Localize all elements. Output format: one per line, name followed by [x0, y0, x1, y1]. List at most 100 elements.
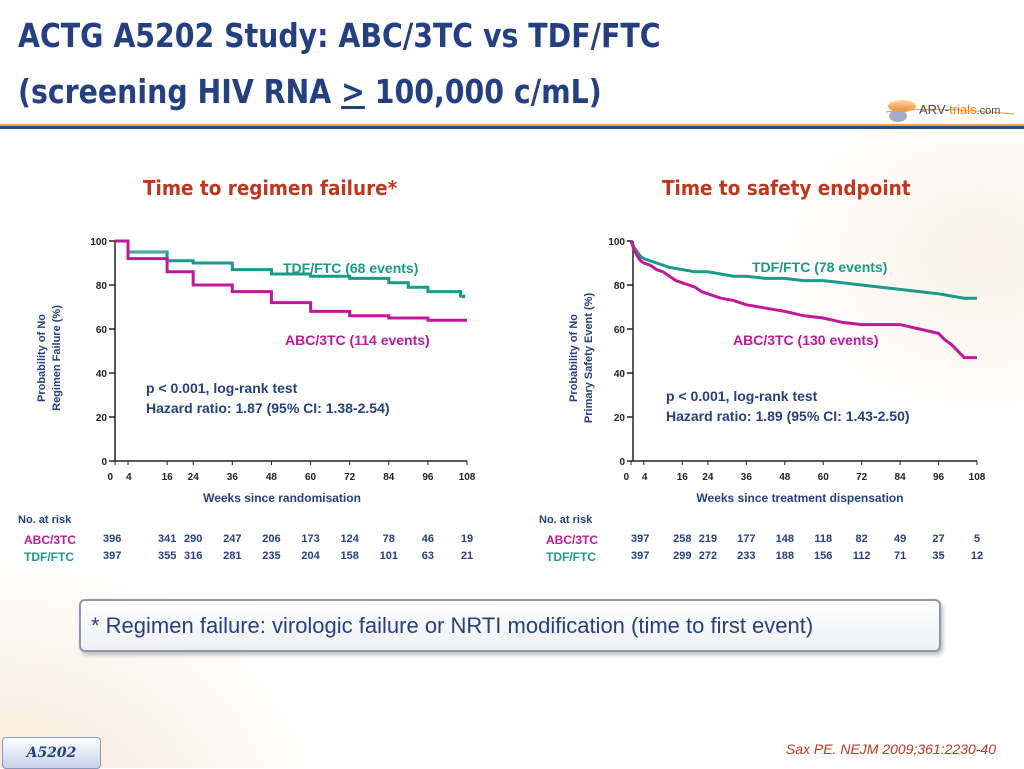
series-label-tdf-ftc: TDF/FTC (78 events) [752, 259, 887, 275]
risk-value: 355 [158, 550, 176, 562]
x-tick-label: 108 [969, 472, 986, 483]
risk-value: 299 [673, 550, 691, 562]
risk-value: 46 [422, 533, 434, 545]
risk-value: 49 [894, 533, 906, 545]
risk-value: 158 [340, 550, 358, 562]
footnote-box: * Regimen failure: virologic failure or … [79, 599, 941, 652]
x-tick-label: 60 [818, 472, 830, 483]
x-tick-label: 36 [227, 472, 239, 483]
risk-value: 71 [894, 550, 906, 562]
pvalue-annotation: p < 0.001, log-rank test [666, 388, 818, 404]
risk-value: 188 [776, 550, 794, 562]
risk-value: 112 [853, 550, 871, 562]
y-axis-title-line-1: Probability of No [568, 314, 580, 402]
series-label-abc-3tc: ABC/3TC (114 events) [285, 332, 430, 348]
y-axis-title-line-2: Regimen Failure (%) [51, 305, 63, 411]
title-line-2-prefix: (screening HIV RNA [18, 72, 342, 111]
header-rule-blue [0, 126, 1024, 129]
title-line-2-suffix: 100,000 c/mL) [364, 72, 602, 111]
y-tick-label: 60 [614, 325, 626, 336]
risk-value: 281 [223, 550, 241, 562]
study-tag: A5202 [2, 737, 101, 769]
title-line-1: ACTG A5202 Study: ABC/3TC vs TDF/FTC [18, 16, 661, 55]
risk-value: 173 [301, 533, 319, 545]
series-label-tdf-ftc: TDF/FTC (68 events) [283, 260, 418, 276]
y-tick-label: 100 [608, 237, 625, 248]
risk-table-header: No. at risk [18, 514, 72, 526]
risk-value: 35 [932, 550, 944, 562]
x-tick-label: 4 [642, 472, 648, 483]
y-axis-title-line-2: Primary Safety Event (%) [583, 293, 595, 424]
risk-table-header: No. at risk [539, 514, 593, 526]
citation: Sax PE. NEJM 2009;361:2230-40 [785, 741, 996, 757]
x-tick-label: 84 [895, 472, 907, 483]
risk-value: 397 [631, 550, 649, 562]
x-tick-label: 24 [702, 472, 714, 483]
y-tick-label: 60 [96, 325, 108, 336]
risk-value: 272 [699, 550, 717, 562]
risk-value: 148 [776, 533, 794, 545]
regimen-failure-chart: 0 20 40 60 80 100 0 4 16 24 36 48 60 72 84 96 108 Probabi… [18, 237, 476, 564]
y-tick-label: 0 [619, 457, 625, 468]
x-tick-label: 4 [126, 472, 132, 483]
risk-value: 247 [223, 533, 241, 545]
x-tick-label: 0 [107, 472, 113, 483]
x-tick-label: 16 [162, 472, 174, 483]
logo-text-trials: trials [949, 102, 977, 117]
x-tick-label: 84 [383, 472, 395, 483]
x-tick-label: 72 [344, 472, 356, 483]
header-rule-orange [0, 124, 1024, 126]
risk-row-name-tdf-ftc: TDF/FTC [546, 550, 596, 564]
slide-title: ACTG A5202 Study: ABC/3TC vs TDF/FTC (sc… [18, 8, 661, 120]
logo-pill-icon [888, 100, 916, 112]
y-tick-label: 0 [101, 457, 107, 468]
x-tick-label: 108 [459, 472, 476, 483]
pvalue-annotation: p < 0.001, log-rank test [146, 380, 298, 396]
risk-value: 235 [262, 550, 280, 562]
risk-value: 219 [699, 533, 717, 545]
risk-row-name-abc-3tc: ABC/3TC [546, 533, 598, 547]
right-panel-title: Time to safety endpoint [662, 176, 911, 200]
risk-value: 204 [301, 550, 320, 562]
x-tick-label: 96 [422, 472, 434, 483]
risk-value: 21 [461, 550, 473, 562]
risk-value: 82 [856, 533, 868, 545]
risk-value: 177 [737, 533, 755, 545]
hazard-ratio-annotation: Hazard ratio: 1.89 (95% CI: 1.43-2.50) [666, 408, 910, 424]
risk-value: 206 [262, 533, 280, 545]
risk-value: 19 [461, 533, 473, 545]
y-tick-label: 40 [614, 369, 626, 380]
risk-value: 316 [184, 550, 202, 562]
logo-text-arv: ARV- [919, 102, 950, 117]
x-axis-title: Weeks since treatment dispensation [696, 491, 903, 505]
risk-value: 5 [974, 533, 980, 545]
risk-value: 63 [422, 550, 434, 562]
y-tick-label: 40 [96, 369, 108, 380]
x-tick-label: 16 [677, 472, 689, 483]
x-axis-title: Weeks since randomisation [203, 491, 361, 505]
risk-value: 233 [737, 550, 755, 562]
safety-endpoint-chart: 0 20 40 60 80 100 0 4 16 24 36 48 60 72 84 96 108 Probabi… [539, 237, 986, 564]
x-tick-label: 60 [305, 472, 317, 483]
risk-row-name-tdf-ftc: TDF/FTC [24, 550, 74, 564]
risk-value: 397 [103, 550, 121, 562]
hazard-ratio-annotation: Hazard ratio: 1.87 (95% CI: 1.38-2.54) [146, 400, 390, 416]
x-tick-label: 24 [188, 472, 200, 483]
risk-value: 397 [631, 533, 649, 545]
series-line-abc-3tc [115, 239, 467, 322]
series-line-abc-3tc [629, 240, 977, 360]
y-tick-label: 20 [96, 413, 108, 424]
title-line-2: (screening HIV RNA > 100,000 c/mL) [18, 72, 602, 111]
risk-value: 341 [158, 533, 176, 545]
risk-value: 156 [814, 550, 832, 562]
y-tick-label: 80 [96, 281, 108, 292]
x-tick-label: 0 [623, 472, 629, 483]
logo-wordmark: ARV-trials.com [919, 102, 1000, 117]
logo-globe-icon [889, 110, 907, 122]
risk-value: 258 [673, 533, 691, 545]
x-tick-label: 48 [779, 472, 791, 483]
risk-value: 27 [932, 533, 944, 545]
x-tick-label: 48 [266, 472, 278, 483]
risk-value: 396 [103, 533, 121, 545]
series-label-abc-3tc: ABC/3TC (130 events) [733, 332, 879, 348]
